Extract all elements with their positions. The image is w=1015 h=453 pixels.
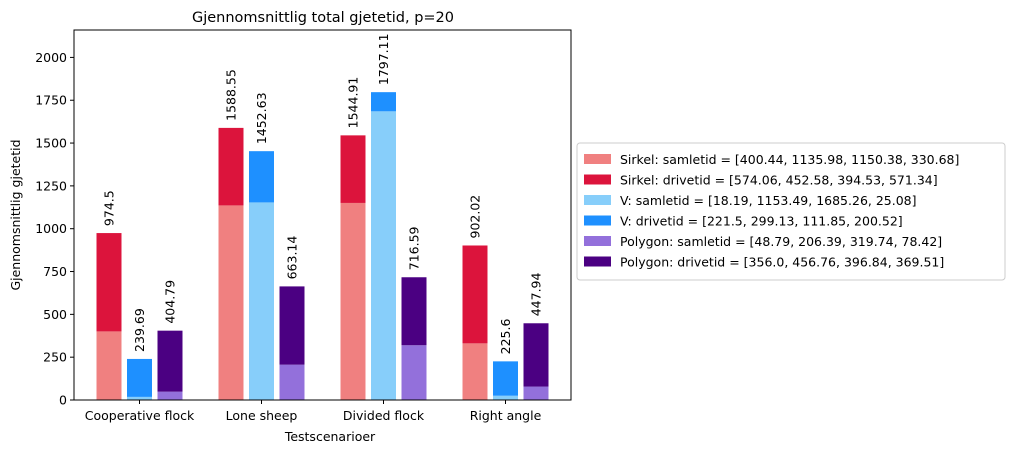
plot-area: 974.5 239.69 404.79 Cooperative flock 1588.5…	[35, 29, 572, 423]
bar-segment	[401, 345, 427, 400]
axes-frame	[73, 29, 572, 401]
y-tick-label: 500	[43, 307, 67, 322]
y-tick-label: 250	[43, 350, 67, 365]
bar-segment	[249, 151, 274, 203]
legend-entry-label: Sirkel: samletid = [400.44, 1135.98, 115…	[620, 152, 959, 167]
bar-segment	[157, 330, 183, 392]
legend-swatch	[584, 215, 611, 226]
legend-box	[576, 142, 1006, 281]
legend-entry-label: V: samletid = [18.19, 1153.49, 1685.26, …	[620, 193, 917, 208]
bar-total-label: 447.94	[529, 272, 544, 316]
bar-segment	[218, 127, 244, 206]
legend-swatch	[584, 154, 611, 164]
bar-segment	[523, 323, 549, 387]
x-tick-label: Right angle	[470, 408, 542, 423]
bar-segment	[279, 364, 305, 400]
bar-total-label: 1452.63	[254, 92, 269, 144]
x-tick-label: Lone sheep	[226, 408, 298, 423]
x-tick-label: Cooperative flock	[85, 408, 195, 423]
x-axis-label: Testscenarioer	[284, 429, 376, 444]
x-tick-label: Divided flock	[343, 408, 425, 423]
bar-segment	[157, 391, 183, 400]
bar-total-label: 404.79	[163, 280, 178, 324]
bar-segment	[279, 286, 305, 365]
bar-segment	[371, 111, 396, 401]
bar-segment	[127, 358, 152, 397]
bar-segment	[249, 202, 274, 400]
legend-entry-label: Polygon: samletid = [48.79, 206.39, 319.…	[620, 234, 942, 249]
chart-title: Gjennomsnittlig total gjetetid, p=20	[192, 10, 454, 26]
bar-segment	[371, 92, 396, 112]
bar-segment	[127, 396, 152, 400]
bar-segment	[401, 277, 427, 346]
bar-total-label: 1544.91	[346, 77, 361, 129]
legend-entry-label: Sirkel: drivetid = [574.06, 452.58, 394.…	[620, 173, 938, 188]
legend-swatch	[584, 236, 611, 246]
legend: Sirkel: samletid = [400.44, 1135.98, 115…	[576, 142, 1006, 281]
bar-segment	[218, 205, 244, 400]
y-tick-label: 750	[43, 264, 67, 279]
y-tick-label: 1000	[35, 221, 67, 236]
bar-segment	[96, 331, 122, 400]
y-tick-label: 1500	[35, 136, 67, 151]
legend-swatch	[584, 195, 611, 205]
bar-segment	[462, 245, 488, 344]
y-axis-label: Gjennomsnittlig gjetetid	[8, 139, 23, 290]
bar-segment	[523, 386, 549, 400]
bar-total-label: 974.5	[102, 190, 117, 226]
bar-segment	[493, 361, 518, 396]
legend-entry-label: Polygon: drivetid = [356.0, 456.76, 396.…	[620, 255, 944, 270]
bar-segment	[493, 395, 518, 400]
bar-total-label: 1797.11	[376, 33, 391, 85]
legend-entry-label: V: drivetid = [221.5, 299.13, 111.85, 20…	[620, 214, 903, 229]
bar-total-label: 225.6	[498, 319, 513, 355]
bar-total-label: 1588.55	[224, 69, 239, 121]
bar-segment	[96, 233, 122, 332]
y-tick-label: 0	[59, 393, 67, 408]
y-tick-label: 1250	[35, 178, 67, 193]
bar-total-label: 902.02	[468, 195, 483, 239]
bar-segment	[340, 135, 366, 203]
legend-swatch	[584, 256, 611, 267]
bar-total-label: 663.14	[285, 236, 300, 280]
y-tick-label: 2000	[35, 50, 67, 65]
bar-total-label: 716.59	[407, 226, 422, 270]
y-tick-label: 1750	[35, 93, 67, 108]
bar-segment	[340, 202, 366, 400]
bar-total-label: 239.69	[132, 308, 147, 352]
bar-segment	[462, 343, 488, 400]
legend-swatch	[584, 174, 611, 185]
